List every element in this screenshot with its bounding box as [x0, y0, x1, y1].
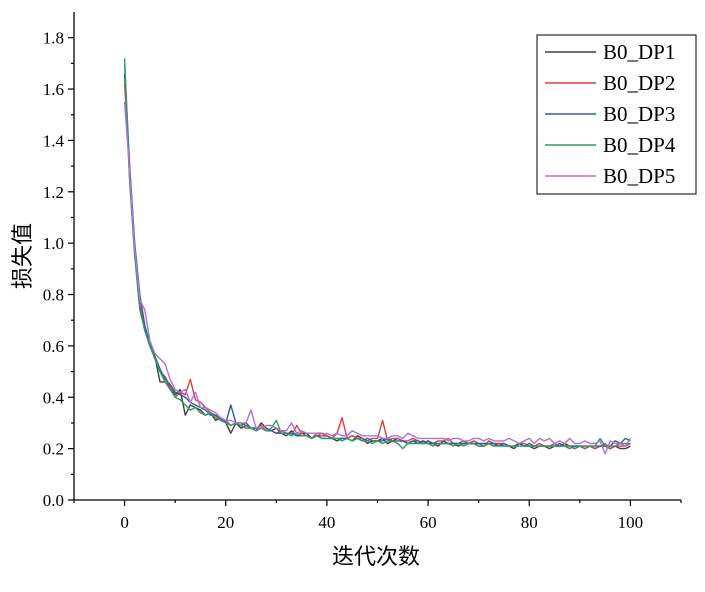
ticks-group: 0.0 0.2 0.4 0.6 0.8 1.0 1.2 1.4 1.6 1.8 0 20 40 60 80 1… [43, 29, 682, 532]
legend-label: B0_DP5 [603, 164, 675, 188]
x-tick-label: 20 [217, 513, 234, 532]
y-tick-label: 0.6 [43, 337, 64, 356]
y-tick-label: 1.8 [43, 29, 64, 48]
y-tick-label: 0.8 [43, 286, 64, 305]
y-tick-label: 1.0 [43, 234, 64, 253]
legend-label: B0_DP4 [603, 133, 676, 157]
x-tick-label: 60 [420, 513, 437, 532]
legend-label: B0_DP3 [603, 102, 675, 126]
series-group [123, 58, 631, 455]
series-line-b0-dp5 [123, 101, 631, 455]
legend-label: B0_DP2 [603, 71, 675, 95]
y-tick-label: 0.4 [43, 388, 65, 407]
x-tick-label: 80 [521, 513, 538, 532]
y-tick-label: 0.2 [43, 440, 64, 459]
legend: B0_DP1 B0_DP2 B0_DP3 B0_DP4 B0_DP5 [536, 34, 697, 195]
x-tick-label: 100 [618, 513, 644, 532]
x-tick-label: 0 [120, 513, 129, 532]
y-axis-title: 损失值 [11, 223, 36, 289]
y-tick-label: 1.4 [43, 131, 65, 150]
y-tick-label: 0.0 [43, 491, 64, 510]
x-tick-label: 40 [318, 513, 335, 532]
y-tick-label: 1.6 [43, 80, 64, 99]
x-axis-title: 迭代次数 [332, 545, 420, 570]
y-tick-label: 1.2 [43, 183, 64, 202]
legend-label: B0_DP1 [603, 40, 675, 64]
series-line-b0-dp4 [123, 58, 631, 450]
